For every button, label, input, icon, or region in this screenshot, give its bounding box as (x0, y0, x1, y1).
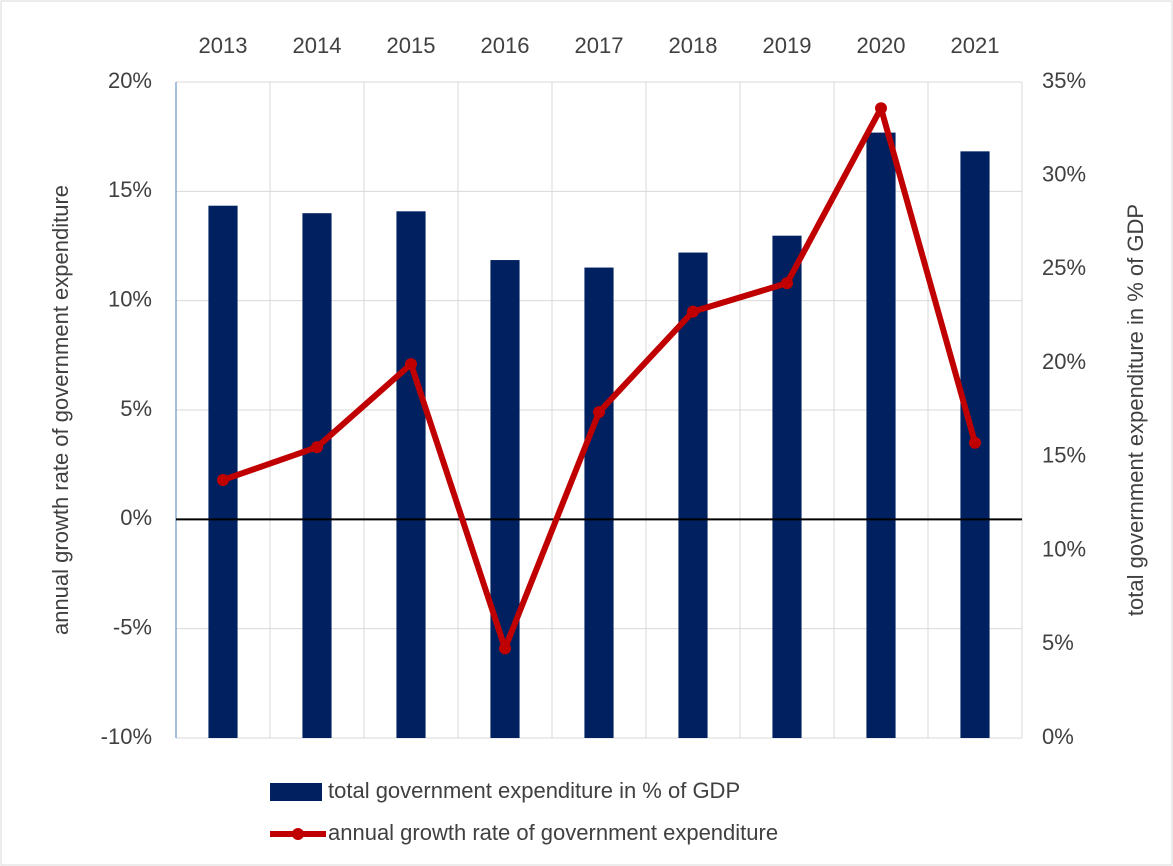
y-tick-label: 15% (108, 177, 152, 202)
bar (772, 235, 802, 739)
y2-tick-label: 10% (1042, 536, 1086, 561)
line-marker (781, 277, 793, 290)
y-tick-label: 10% (108, 286, 152, 311)
line-marker (593, 406, 605, 419)
legend-label: annual growth rate of government expendi… (328, 820, 778, 845)
legend-swatch (270, 783, 322, 801)
bar (396, 211, 426, 739)
x-tick-label: 2015 (387, 33, 436, 58)
x-tick-label: 2013 (199, 33, 248, 58)
legend-swatch-marker (292, 828, 304, 840)
x-tick-label: 2014 (293, 33, 342, 58)
x-tick-label: 2019 (763, 33, 812, 58)
bar (866, 132, 896, 738)
y-axis-title: annual growth rate of government expendi… (48, 185, 73, 635)
y2-tick-label: 15% (1042, 443, 1086, 468)
x-tick-label: 2018 (669, 33, 718, 58)
y2-tick-label: 25% (1042, 255, 1086, 280)
line-marker (217, 473, 229, 486)
y2-tick-label: 20% (1042, 349, 1086, 374)
y-tick-label: -10% (101, 724, 152, 749)
legend-label: total government expenditure in % of GDP (328, 778, 740, 803)
y2-tick-label: 0% (1042, 724, 1074, 749)
line-marker (499, 642, 511, 655)
bar (490, 260, 520, 738)
x-tick-label: 2016 (481, 33, 530, 58)
y2-axis-title: total government expenditure in % of GDP (1123, 204, 1148, 616)
y-tick-label: -5% (113, 614, 152, 639)
line-marker (687, 305, 699, 318)
x-tick-label: 2021 (951, 33, 1000, 58)
line-marker (405, 358, 417, 371)
bar (584, 267, 614, 738)
line-marker (969, 436, 981, 449)
x-tick-label: 2017 (575, 33, 624, 58)
bar (302, 213, 332, 738)
y2-tick-label: 35% (1042, 68, 1086, 93)
x-tick-label: 2020 (857, 33, 906, 58)
y-tick-label: 0% (120, 505, 152, 530)
y-tick-label: 5% (120, 396, 152, 421)
bar (678, 252, 708, 738)
y2-tick-label: 30% (1042, 162, 1086, 187)
bar (208, 205, 238, 738)
line-marker (875, 102, 887, 115)
line-marker (311, 441, 323, 454)
y2-tick-label: 5% (1042, 630, 1074, 655)
y-tick-label: 20% (108, 68, 152, 93)
